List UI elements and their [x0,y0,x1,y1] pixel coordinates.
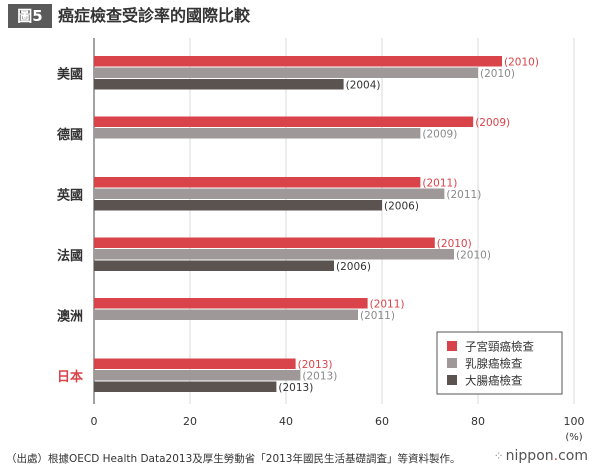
bar-year-label: (2011) [446,189,481,201]
x-unit-label: (%) [565,432,582,443]
category-label: 英國 [56,187,83,203]
x-tick-label: 80 [471,415,485,428]
bar-cervical [94,237,435,248]
legend-swatch [447,341,457,351]
bar-chart: 0 20 40 60 80 100(%)美國(2010)(2010)(2004)德國(20… [56,38,585,443]
category-label: 德國 [57,127,83,143]
dotted-diamond-icon: ⁘ [493,449,504,463]
bar-year-label: (2006) [336,261,371,273]
source-note: （出處）根據OECD Health Data2013及厚生勞動省「2013年國民… [6,453,461,465]
chart-footer: （出處）根據OECD Health Data2013及厚生勞動省「2013年國民… [0,448,600,470]
bar-breast [94,128,421,139]
category-label: 日本 [57,369,83,385]
bar-breast [94,370,301,381]
bar-year-label: (2010) [480,68,515,80]
legend-swatch [447,358,457,368]
bar-colorectal [94,381,277,392]
bar-breast [94,67,478,78]
bar-year-label: (2010) [456,250,491,262]
bar-year-label: (2006) [384,201,419,213]
legend-label: 大腸癌檢查 [465,374,523,388]
bar-year-label: (2013) [302,371,337,383]
brand-name: nippon [505,448,554,464]
legend-swatch [447,375,457,385]
x-tick-label: 60 [375,415,389,428]
brand-logo: ⁘ nippon.com [494,448,588,464]
bar-colorectal [94,200,382,211]
category-label: 美國 [57,66,83,82]
bar-year-label: (2013) [278,382,313,394]
bar-year-label: (2004) [346,80,381,92]
bar-cervical [94,177,421,188]
bar-year-label: (2009) [475,117,510,129]
brand-dot: . [553,448,559,464]
bar-year-label: (2011) [422,178,457,190]
bar-year-label: (2010) [504,57,539,69]
bar-breast [94,188,445,199]
bar-year-label: (2010) [437,238,472,250]
bar-colorectal [94,79,344,90]
category-label: 法國 [57,248,83,264]
category-label: 澳洲 [57,308,83,324]
x-tick-label: 40 [279,415,293,428]
legend-box [436,331,563,395]
bar-cervical [94,358,296,369]
x-tick-label: 0 [91,415,98,428]
bar-cervical [94,56,502,67]
bar-year-label: (2009) [422,129,457,141]
bar-year-label: (2011) [360,310,395,322]
legend-label: 乳腺癌檢查 [465,357,523,371]
chart-title: 癌症檢查受診率的國際比較 [58,6,251,25]
legend-label: 子宮頸癌檢查 [465,340,534,354]
x-tick-label: 20 [183,415,197,428]
bar-breast [94,249,454,260]
bar-year-label: (2011) [370,299,405,311]
brand-tld: com [558,448,588,464]
figure-number-badge: 圖5 [8,4,52,28]
bar-breast [94,309,358,320]
chart-header: 圖5 癌症檢查受診率的國際比較 [0,0,600,36]
bar-year-label: (2013) [298,359,333,371]
bar-cervical [94,116,474,127]
x-tick-label: 100 [564,415,585,428]
bar-colorectal [94,260,334,271]
bar-cervical [94,298,368,309]
